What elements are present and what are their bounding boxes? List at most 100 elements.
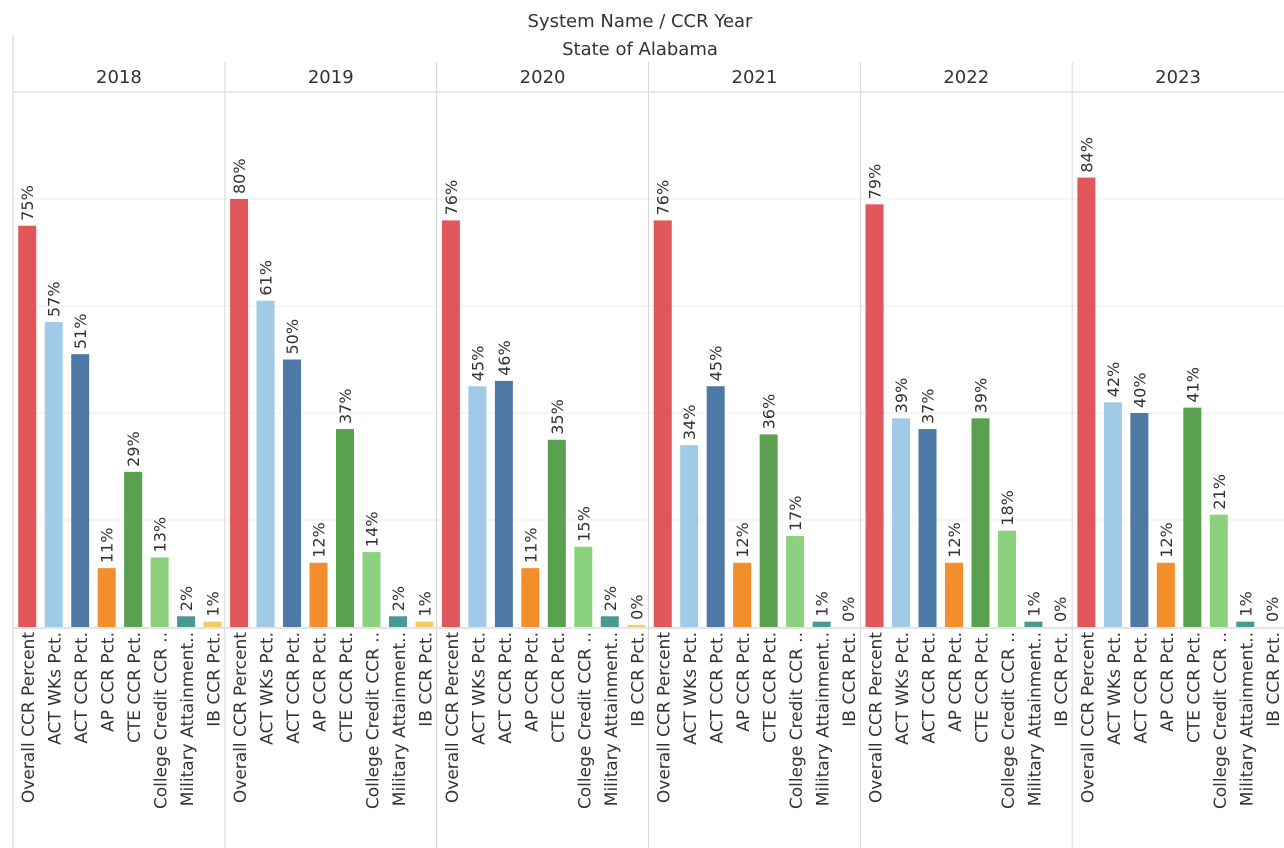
data-label: 46% xyxy=(495,340,514,376)
category-tick-label: CTE CCR Pct. xyxy=(549,632,569,743)
bar xyxy=(627,624,646,627)
category-tick-label: ACT CCR Pct. xyxy=(72,632,92,744)
bar xyxy=(812,621,831,627)
category-tick-label: CTE CCR Pct. xyxy=(1184,632,1204,743)
data-label: 0% xyxy=(1051,597,1070,622)
category-tick-label: ACT WKs Pct. xyxy=(469,632,489,745)
bar xyxy=(335,429,354,627)
data-label: 17% xyxy=(786,495,805,531)
bar xyxy=(997,530,1016,627)
panel-2019: 2019 80% Overall CCR Percent 61% ACT WKs Pct… xyxy=(230,67,436,809)
data-label: 11% xyxy=(521,528,540,564)
data-label: 36% xyxy=(760,394,779,430)
column-fields-header: System Name / CCR Year xyxy=(528,11,754,32)
bar xyxy=(1024,621,1043,627)
bar xyxy=(759,434,778,627)
category-tick-label: College Credit CCR .. xyxy=(1211,632,1231,809)
category-tick-label: ACT CCR Pct. xyxy=(708,632,728,744)
data-label: 42% xyxy=(1104,362,1123,398)
category-tick-label: IB CCR Pct. xyxy=(628,632,648,727)
bar xyxy=(680,445,699,627)
data-label: 11% xyxy=(98,528,117,564)
bar xyxy=(18,225,37,627)
data-label: 1% xyxy=(813,591,832,616)
bar xyxy=(1209,514,1228,627)
data-label: 39% xyxy=(892,378,911,414)
category-tick-label: ACT CCR Pct. xyxy=(496,632,516,744)
category-tick-label: AP CCR Pct. xyxy=(522,632,542,732)
year-panels: 2018 75% Overall CCR Percent 57% ACT WKs Pct… xyxy=(18,67,1284,809)
data-label: 79% xyxy=(866,164,885,200)
bar xyxy=(1130,413,1149,627)
data-label: 37% xyxy=(919,388,938,424)
data-label: 2% xyxy=(601,586,620,611)
year-label: 2019 xyxy=(308,67,354,88)
bar xyxy=(574,546,593,627)
category-tick-label: Overall CCR Percent xyxy=(443,632,463,803)
category-tick-label: Military Attainment.. xyxy=(390,632,410,806)
bar xyxy=(362,552,381,627)
category-tick-label: Overall CCR Percent xyxy=(231,632,251,803)
data-label: 50% xyxy=(283,319,302,355)
category-tick-label: ACT WKs Pct. xyxy=(258,632,278,745)
category-tick-label: Military Attainment.. xyxy=(814,632,834,806)
data-label: 76% xyxy=(654,180,673,216)
bar xyxy=(521,568,540,627)
bar xyxy=(71,354,90,627)
bar xyxy=(97,568,116,627)
category-tick-label: Overall CCR Percent xyxy=(655,632,675,803)
data-label: 75% xyxy=(18,185,37,221)
category-tick-label: IB CCR Pct. xyxy=(205,632,225,727)
data-label: 57% xyxy=(45,281,64,317)
category-tick-label: Military Attainment.. xyxy=(178,632,198,806)
year-label: 2021 xyxy=(732,67,778,88)
category-tick-label: Military Attainment.. xyxy=(1025,632,1045,806)
category-tick-label: Overall CCR Percent xyxy=(1078,632,1098,803)
category-tick-label: AP CCR Pct. xyxy=(1158,632,1178,732)
category-tick-label: Overall CCR Percent xyxy=(19,632,39,803)
data-label: 39% xyxy=(971,378,990,414)
data-label: 0% xyxy=(627,594,646,619)
panel-2021: 2021 76% Overall CCR Percent 34% ACT WKs Pct… xyxy=(653,67,860,809)
bar xyxy=(786,536,805,627)
data-label: 84% xyxy=(1077,137,1096,173)
bar xyxy=(971,418,990,627)
category-tick-label: Overall CCR Percent xyxy=(867,632,887,803)
bar xyxy=(865,204,884,627)
bar xyxy=(468,386,487,627)
data-label: 35% xyxy=(548,399,567,435)
bar xyxy=(706,386,725,627)
data-label: 41% xyxy=(1183,367,1202,403)
bar xyxy=(283,359,302,627)
data-label: 0% xyxy=(1263,597,1282,622)
category-tick-label: IB CCR Pct. xyxy=(1052,632,1072,727)
category-tick-label: IB CCR Pct. xyxy=(1264,632,1284,727)
data-label: 0% xyxy=(839,597,858,622)
data-label: 1% xyxy=(204,591,223,616)
bar xyxy=(256,300,275,627)
category-tick-label: ACT WKs Pct. xyxy=(893,632,913,745)
bar xyxy=(1156,562,1175,627)
bar xyxy=(547,439,566,627)
bar xyxy=(1077,177,1096,627)
data-label: 34% xyxy=(680,405,699,441)
category-tick-label: IB CCR Pct. xyxy=(416,632,436,727)
data-label: 1% xyxy=(1236,591,1255,616)
data-label: 29% xyxy=(124,431,143,467)
data-label: 2% xyxy=(389,586,408,611)
category-tick-label: Military Attainment.. xyxy=(1237,632,1257,806)
data-label: 12% xyxy=(1157,522,1176,558)
year-label: 2018 xyxy=(96,67,142,88)
bar xyxy=(44,322,63,627)
data-label: 1% xyxy=(415,591,434,616)
category-tick-label: AP CCR Pct. xyxy=(311,632,331,732)
data-label: 12% xyxy=(945,522,964,558)
category-tick-label: College Credit CCR .. xyxy=(152,632,172,809)
bar xyxy=(945,562,964,627)
bar xyxy=(1183,407,1202,627)
data-label: 14% xyxy=(362,512,381,548)
panel-2020: 2020 76% Overall CCR Percent 45% ACT WKs Pct… xyxy=(441,67,648,809)
data-label: 61% xyxy=(257,260,276,296)
system-name-header: State of Alabama xyxy=(562,39,718,60)
